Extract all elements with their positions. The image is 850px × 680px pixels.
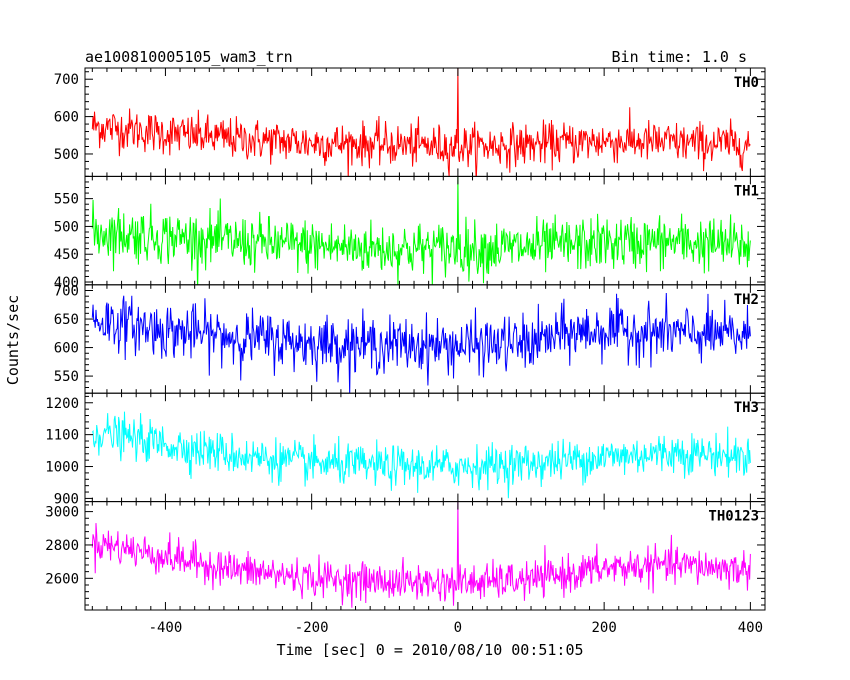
y-tick-label: 700 (54, 72, 79, 88)
panel-th0: 500 600 700 TH0 (54, 67, 766, 177)
y-tick-label: 1000 (45, 460, 79, 476)
panel-frame (84, 501, 766, 611)
panel-th3: 900 1000 1100 1200 TH3 (45, 392, 766, 507)
y-tick-label: 900 (54, 491, 79, 507)
y-tick-label: 2600 (45, 571, 79, 587)
chart-title: ae100810005105_wam3_trn (85, 48, 293, 66)
panel-frame (84, 67, 766, 177)
x-axis-label: Time [sec] 0 = 2010/08/10 00:51:05 (276, 641, 583, 659)
y-tick-label: 1200 (45, 396, 79, 412)
y-tick-label: 600 (54, 341, 79, 357)
bin-time-label: Bin time: 1.0 s (612, 48, 747, 66)
y-tick-label: 450 (54, 247, 79, 263)
y-tick-label: 2800 (45, 538, 79, 554)
panel-label-th1: TH1 (734, 183, 759, 199)
x-tick-label: 0 (454, 620, 462, 636)
y-tick-label: 500 (54, 219, 79, 235)
x-tick-label: -400 (149, 620, 183, 636)
y-tick-label: 500 (54, 147, 79, 163)
x-tick-label: -200 (295, 620, 329, 636)
y-tick-label: 400 (54, 275, 79, 291)
y-tick-label: 650 (54, 312, 79, 328)
panels-group: 500 600 700 TH0 400 450 500 550 TH1 550 600 650 700 T… (45, 67, 766, 636)
panel-th2: 550 600 650 700 TH2 (54, 284, 766, 394)
y-tick-label: 700 (54, 284, 79, 300)
y-tick-label: 600 (54, 110, 79, 126)
y-tick-label: 550 (54, 192, 79, 208)
y-tick-label: 3000 (45, 505, 79, 521)
series-line-th3 (91, 411, 751, 499)
series-line-th1 (91, 176, 751, 285)
panel-label-th3: TH3 (734, 400, 759, 416)
y-axis-label: Counts/sec (4, 295, 22, 385)
series-line-th0123 (91, 501, 751, 608)
x-tick-label: 400 (738, 620, 763, 636)
panel-th0123: 2600 2800 3000 TH0123 (45, 501, 766, 611)
series-line-th2 (91, 293, 751, 394)
series-line-th0 (91, 68, 751, 177)
panel-th1: 400 450 500 550 TH1 (54, 175, 766, 291)
y-tick-label: 550 (54, 369, 79, 385)
panel-label-th0123: TH0123 (708, 509, 759, 525)
panel-label-th2: TH2 (734, 292, 759, 308)
y-tick-label: 1100 (45, 428, 79, 444)
panel-label-th0: TH0 (734, 75, 759, 91)
x-tick-label: 200 (591, 620, 616, 636)
